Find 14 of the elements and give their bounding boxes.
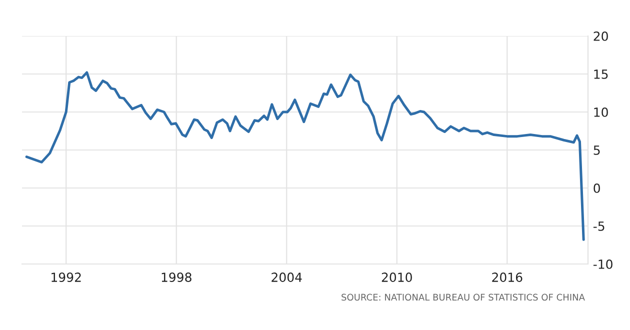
y-tick-label: 15 <box>594 70 608 79</box>
line-series <box>25 71 585 241</box>
source-note: SOURCE: NATIONAL BUREAU OF STATISTICS OF CHINA <box>342 294 585 301</box>
y-tick-label: 20 <box>594 31 608 41</box>
x-tick-label: 2010 <box>382 272 412 282</box>
y-tick-label: 10 <box>594 107 608 117</box>
y-tick-label: -10 <box>593 259 612 269</box>
y-tick-label: 0 <box>594 183 600 193</box>
y-tick-label: -5 <box>593 222 604 231</box>
x-tick-label: 2016 <box>492 272 522 282</box>
x-tick-label: 1998 <box>162 272 192 282</box>
x-tick-label: 1992 <box>52 272 81 282</box>
y-tick-label: 5 <box>594 146 600 155</box>
x-tick-label: 2004 <box>272 272 302 282</box>
